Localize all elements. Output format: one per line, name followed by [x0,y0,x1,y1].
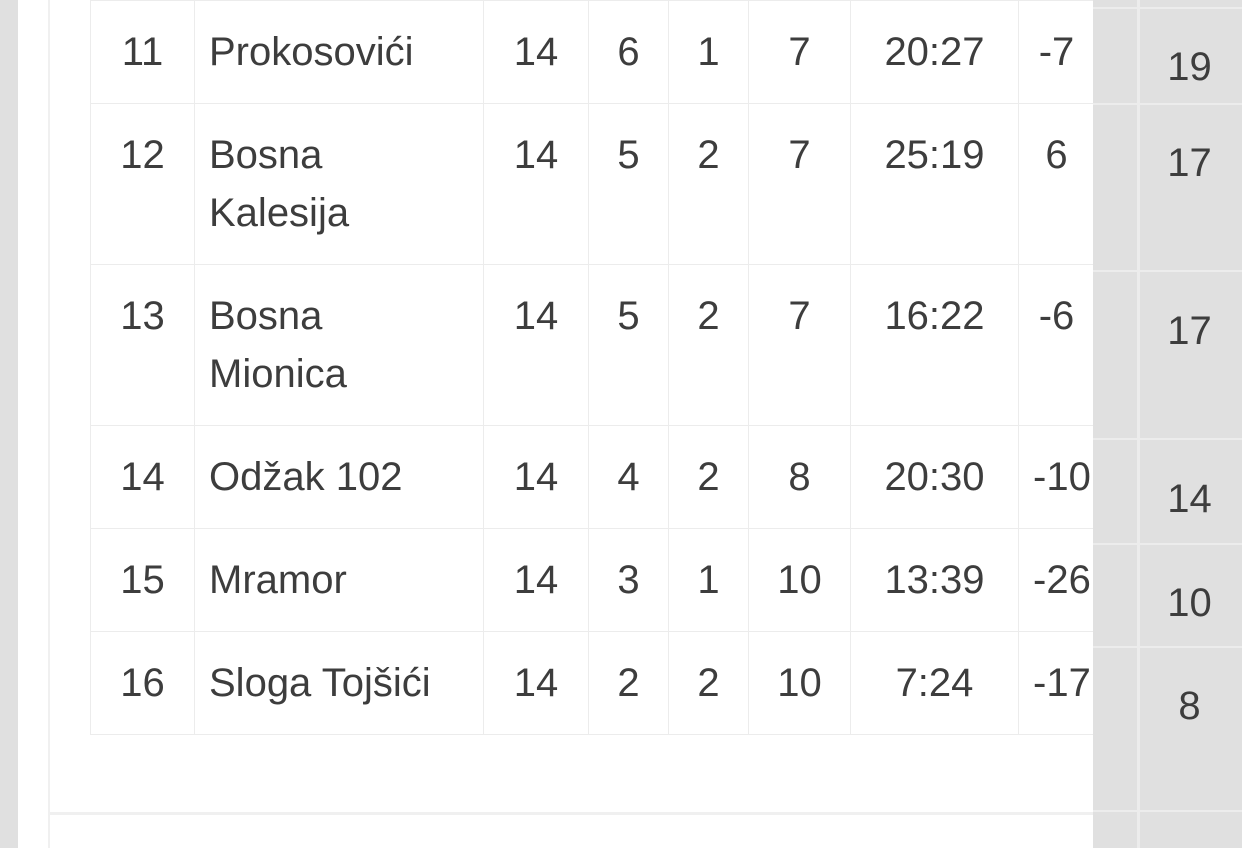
cell-drawn: 2 [668,103,749,265]
cell-drawn: 1 [668,528,749,632]
content-card-edge [48,0,50,848]
cell-position: 12 [90,103,195,265]
cell-position: 14 [90,425,195,529]
cell-team[interactable]: Odžak 102 [194,425,484,529]
cell-drawn: 2 [668,631,749,735]
cell-position: 11 [90,0,195,104]
cell-team[interactable]: Sloga Tojšići [194,631,484,735]
cell-goal-difference: 6 [1018,103,1095,265]
table-footer-space [50,812,1093,848]
cell-drawn: 2 [668,264,749,426]
cell-lost: 7 [748,0,851,104]
table-row[interactable]: 13 Bosna Mionica 14 5 2 7 16:22 -6 [90,264,1242,426]
cell-lost: 10 [748,631,851,735]
cell-goals: 7:24 [850,631,1019,735]
cell-team[interactable]: Prokosovići [194,0,484,104]
cell-goals: 25:19 [850,103,1019,265]
table-row[interactable]: 11 Prokosovići 14 6 1 7 20:27 -7 [90,0,1242,104]
table-row[interactable]: 15 Mramor 14 3 1 10 13:39 -26 [90,528,1242,632]
cell-position: 16 [90,631,195,735]
cell-drawn: 1 [668,0,749,104]
cell-played: 14 [483,103,589,265]
cell-team[interactable]: Bosna Kalesija [194,103,484,265]
cell-goal-difference: -6 [1018,264,1095,426]
cell-played: 14 [483,631,589,735]
cell-goal-difference: -17 [1018,631,1095,735]
standings-body: 11 Prokosovići 14 6 1 7 20:27 -7 12 Bosn… [90,0,1242,735]
points-value: 8 [1178,684,1201,728]
table-row[interactable]: 14 Odžak 102 14 4 2 8 20:30 -10 [90,425,1242,529]
cell-lost: 7 [748,264,851,426]
cell-won: 4 [588,425,669,529]
cell-goal-difference: -10 [1018,425,1095,529]
cell-position: 15 [90,528,195,632]
cell-won: 3 [588,528,669,632]
table-row[interactable]: 12 Bosna Kalesija 14 5 2 7 25:19 6 [90,103,1242,265]
cell-goals: 20:27 [850,0,1019,104]
cell-goals: 20:30 [850,425,1019,529]
cell-lost: 8 [748,425,851,529]
cell-goal-difference: -7 [1018,0,1095,104]
cell-goals: 13:39 [850,528,1019,632]
cell-team[interactable]: Bosna Mionica [194,264,484,426]
cell-played: 14 [483,528,589,632]
league-standings-table: 11 Prokosovići 14 6 1 7 20:27 -7 12 Bosn… [90,0,1242,735]
cell-won: 2 [588,631,669,735]
table-row[interactable]: 16 Sloga Tojšići 14 2 2 10 7:24 -17 [90,631,1242,735]
cell-goal-difference: -26 [1018,528,1095,632]
cell-won: 6 [588,0,669,104]
cell-lost: 7 [748,103,851,265]
cell-position: 13 [90,264,195,426]
league-standings-table-wrapper: 11 Prokosovići 14 6 1 7 20:27 -7 12 Bosn… [90,0,1242,735]
cell-goals: 16:22 [850,264,1019,426]
page-gutter-left [0,0,18,848]
cell-drawn: 2 [668,425,749,529]
cell-lost: 10 [748,528,851,632]
cell-team[interactable]: Mramor [194,528,484,632]
points-value: 17 [1167,309,1212,353]
cell-played: 14 [483,0,589,104]
points-value: 14 [1167,477,1212,521]
points-value: 17 [1167,141,1212,185]
points-value: 19 [1167,45,1212,89]
cell-played: 14 [483,264,589,426]
cell-played: 14 [483,425,589,529]
cell-won: 5 [588,103,669,265]
cell-won: 5 [588,264,669,426]
points-value: 10 [1167,581,1212,625]
